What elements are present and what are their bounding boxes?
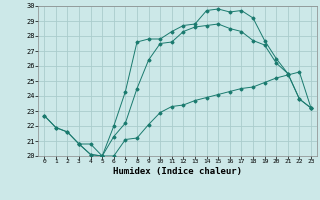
X-axis label: Humidex (Indice chaleur): Humidex (Indice chaleur) xyxy=(113,167,242,176)
